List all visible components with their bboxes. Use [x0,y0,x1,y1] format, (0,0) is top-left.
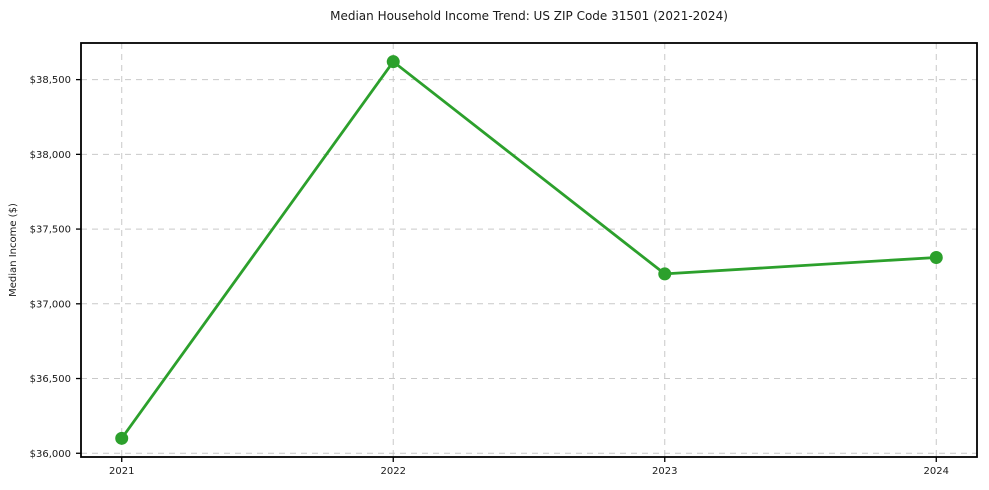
x-tick-label: 2022 [381,466,406,477]
y-tick-label: $37,000 [30,299,71,310]
y-tick-label: $37,500 [30,225,71,236]
series-line [120,60,938,440]
tick-labels: $36,000 $36,500 $37,000 $37,500 $38,000 $38,5… [30,75,949,477]
x-tick-label: 2023 [652,466,677,477]
gridlines [81,43,977,457]
data-point [658,267,672,281]
chart-title: Median Household Income Trend: US ZIP Co… [330,9,728,23]
x-tick-label: 2021 [109,466,134,477]
plot-border [80,42,978,458]
data-point [386,55,400,69]
y-tick-label: $38,000 [30,150,71,161]
y-tick-label: $36,500 [30,374,71,385]
data-point [115,431,129,445]
data-series [115,55,943,445]
y-tick-label: $36,000 [30,449,71,460]
x-tick-label: 2024 [924,466,949,477]
axis-ticks [76,78,937,462]
y-axis-label: Median Income ($) [8,203,19,297]
data-point [929,250,943,264]
y-tick-label: $38,500 [30,75,71,86]
